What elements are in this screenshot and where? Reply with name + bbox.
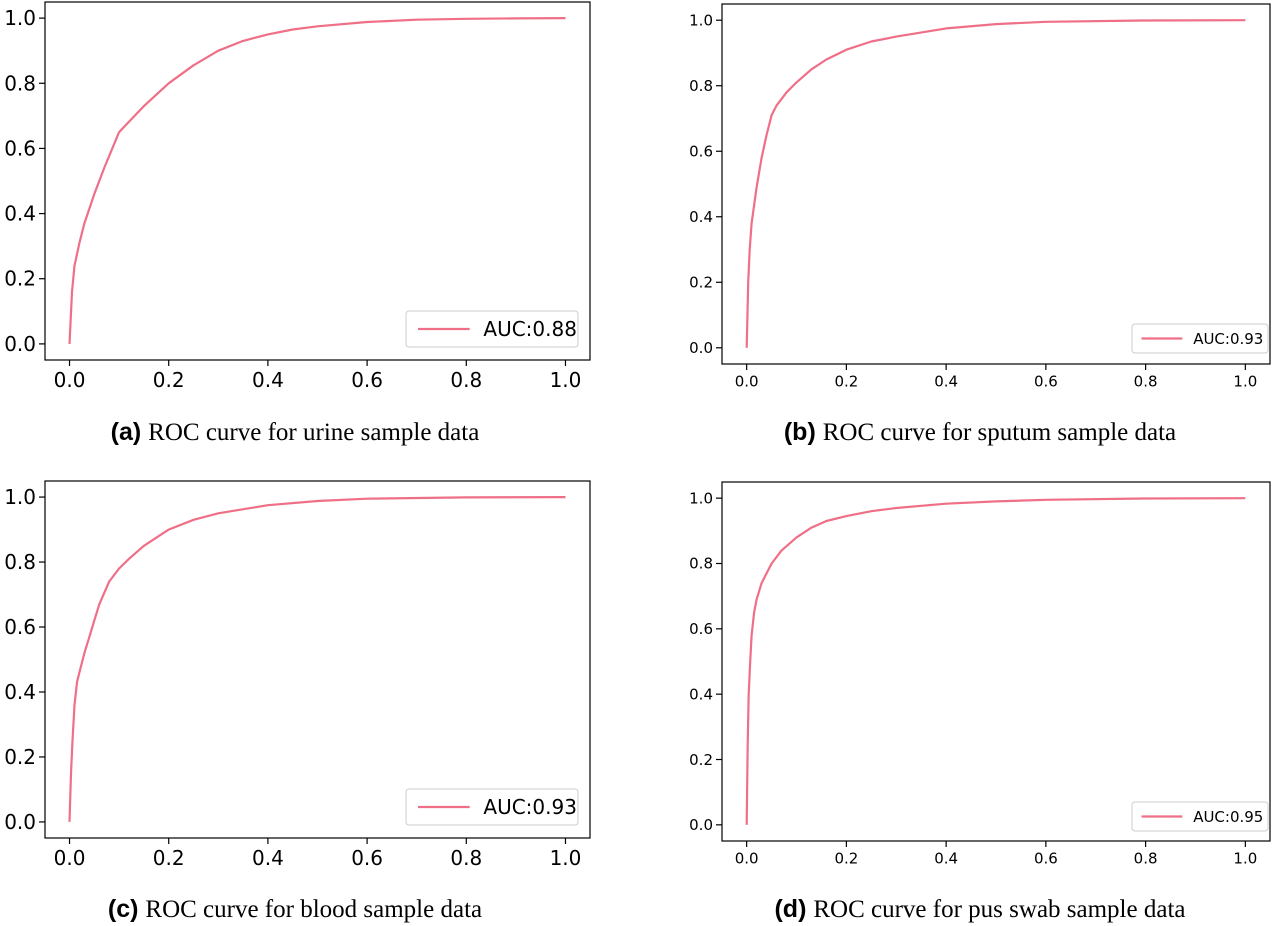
x-tick-label: 0.0 bbox=[54, 846, 86, 870]
y-tick-label: 0.6 bbox=[689, 620, 713, 638]
legend-box bbox=[1131, 323, 1269, 354]
x-tick-label: 0.0 bbox=[54, 368, 86, 392]
y-tick-label: 0.8 bbox=[4, 71, 36, 95]
x-tick-label: 1.0 bbox=[1233, 372, 1257, 390]
legend: AUC:0.88 bbox=[405, 310, 579, 348]
x-tick-label: 0.2 bbox=[834, 372, 858, 390]
y-tick-label: 0.4 bbox=[4, 680, 36, 704]
roc-panel-1: 0.0 0.2 0.4 0.6 0.8 1.0 0.0 0.2 0.4 0.6 0.8 1.0 AUC:… bbox=[4, 1, 591, 446]
y-tick-label: 0.0 bbox=[689, 816, 713, 834]
y-tick-label: 1.0 bbox=[689, 11, 713, 29]
panel-caption: (d) ROC curve for pus swab sample data bbox=[774, 895, 1185, 923]
y-tick-label: 0.4 bbox=[689, 685, 713, 703]
plot-frame bbox=[721, 481, 1271, 842]
roc-panel-2: 0.0 0.2 0.4 0.6 0.8 1.0 0.0 0.2 0.4 0.6 0.8 1.0 AUC:… bbox=[689, 3, 1271, 446]
x-tick-label: 0.2 bbox=[153, 368, 185, 392]
x-tick-label: 0.8 bbox=[1134, 849, 1158, 867]
y-tick-label: 0.8 bbox=[4, 550, 36, 574]
legend-box bbox=[405, 310, 579, 348]
y-tick-label: 0.0 bbox=[4, 332, 36, 356]
legend: AUC:0.93 bbox=[405, 788, 579, 826]
y-tick-label: 0.8 bbox=[689, 555, 713, 573]
x-tick-label: 0.0 bbox=[735, 849, 759, 867]
panel-caption: (b) ROC curve for sputum sample data bbox=[784, 418, 1176, 446]
x-tick-label: 0.6 bbox=[1034, 372, 1058, 390]
caption-text: ROC curve for pus swab sample data bbox=[813, 896, 1185, 923]
x-tick-label: 0.4 bbox=[934, 849, 958, 867]
y-tick-label: 0.6 bbox=[689, 142, 713, 160]
caption-text: ROC curve for blood sample data bbox=[145, 896, 482, 923]
y-tick-label: 1.0 bbox=[4, 6, 36, 30]
y-tick-label: 0.2 bbox=[4, 745, 36, 769]
x-tick-label: 0.6 bbox=[351, 846, 383, 870]
legend-label: AUC:0.95 bbox=[1193, 808, 1263, 826]
y-tick-label: 0.2 bbox=[689, 274, 713, 292]
y-tick-label: 0.0 bbox=[4, 810, 36, 834]
legend-box bbox=[1131, 801, 1269, 832]
plot-frame bbox=[44, 480, 591, 839]
y-tick-label: 0.2 bbox=[4, 267, 36, 291]
panel-caption: (a) ROC curve for urine sample data bbox=[111, 418, 480, 446]
legend-label: AUC:0.93 bbox=[483, 795, 577, 819]
x-tick-label: 0.6 bbox=[1034, 849, 1058, 867]
x-tick-label: 0.2 bbox=[153, 846, 185, 870]
caption-tag: (c) bbox=[108, 895, 146, 923]
plot-frame bbox=[721, 3, 1271, 365]
caption-tag: (b) bbox=[784, 418, 823, 446]
roc-curve-line bbox=[745, 19, 1246, 348]
roc-curve-line bbox=[68, 17, 566, 344]
caption-tag: (d) bbox=[774, 895, 813, 923]
y-tick-label: 1.0 bbox=[689, 489, 713, 507]
y-tick-label: 0.2 bbox=[689, 751, 713, 769]
panel-caption: (c) ROC curve for blood sample data bbox=[108, 895, 482, 923]
x-tick-label: 0.8 bbox=[450, 846, 482, 870]
x-tick-label: 0.4 bbox=[934, 372, 958, 390]
x-tick-label: 0.4 bbox=[252, 846, 284, 870]
roc-panel-3: 0.0 0.2 0.4 0.6 0.8 1.0 0.0 0.2 0.4 0.6 0.8 1.0 AUC:… bbox=[4, 480, 591, 923]
x-tick-label: 0.6 bbox=[351, 368, 383, 392]
y-tick-label: 0.4 bbox=[4, 202, 36, 226]
legend: AUC:0.93 bbox=[1131, 323, 1269, 354]
caption-text: ROC curve for urine sample data bbox=[148, 419, 479, 446]
caption-text: ROC curve for sputum sample data bbox=[823, 419, 1176, 446]
legend-label: AUC:0.88 bbox=[483, 317, 577, 341]
y-tick-label: 0.6 bbox=[4, 615, 36, 639]
legend-box bbox=[405, 788, 579, 826]
x-tick-label: 0.0 bbox=[735, 372, 759, 390]
roc-panel-4: 0.0 0.2 0.4 0.6 0.8 1.0 0.0 0.2 0.4 0.6 0.8 1.0 AUC:… bbox=[689, 481, 1271, 923]
x-tick-label: 1.0 bbox=[1233, 849, 1257, 867]
x-tick-label: 0.4 bbox=[252, 368, 284, 392]
x-tick-label: 0.8 bbox=[1134, 372, 1158, 390]
legend-label: AUC:0.93 bbox=[1193, 330, 1263, 348]
caption-tag: (a) bbox=[111, 418, 149, 446]
x-tick-label: 1.0 bbox=[550, 846, 582, 870]
y-tick-label: 0.8 bbox=[689, 77, 713, 95]
y-tick-label: 0.6 bbox=[4, 136, 36, 160]
x-tick-label: 1.0 bbox=[550, 368, 582, 392]
y-tick-label: 0.4 bbox=[689, 208, 713, 226]
legend: AUC:0.95 bbox=[1131, 801, 1269, 832]
y-tick-label: 1.0 bbox=[4, 485, 36, 509]
x-tick-label: 0.2 bbox=[834, 849, 858, 867]
y-tick-label: 0.0 bbox=[689, 339, 713, 357]
x-tick-label: 0.8 bbox=[450, 368, 482, 392]
plot-frame bbox=[44, 1, 591, 361]
roc-curve-line bbox=[745, 497, 1246, 825]
roc-curve-line bbox=[68, 496, 566, 822]
